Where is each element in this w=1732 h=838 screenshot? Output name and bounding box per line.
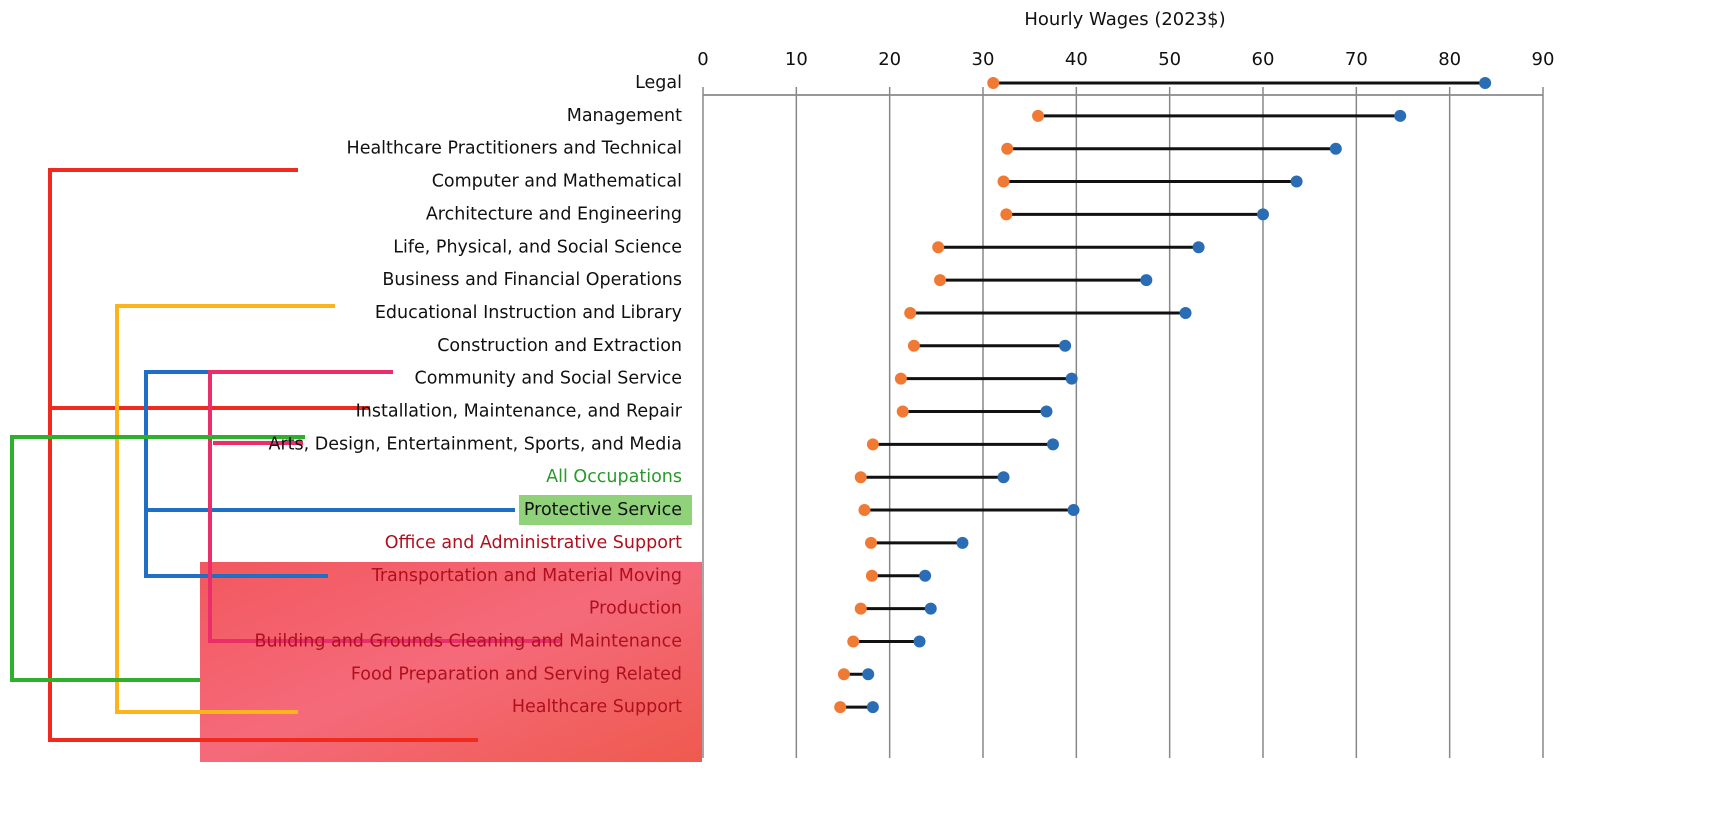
x-tick-label: 70 — [1345, 49, 1368, 70]
dot — [956, 536, 969, 549]
category-label: Food Preparation and Serving Related — [351, 664, 682, 684]
dot — [924, 602, 937, 615]
dot — [847, 635, 860, 648]
category-label: Community and Social Service — [415, 369, 682, 389]
dot — [894, 372, 907, 385]
dot — [987, 77, 1000, 89]
bracket-yellow — [115, 304, 335, 714]
category-label: Computer and Mathematical — [432, 172, 682, 192]
dot — [862, 668, 875, 681]
dot — [896, 405, 909, 418]
category-label: Educational Instruction and Library — [375, 303, 682, 323]
bracket-pink — [208, 370, 560, 643]
x-tick-label: 50 — [1158, 49, 1181, 70]
x-tick-label: 90 — [1532, 49, 1555, 70]
bracket-green — [10, 435, 305, 682]
dot — [1001, 142, 1014, 155]
highlight-all — [519, 495, 692, 525]
dot — [837, 668, 850, 681]
category-label: All Occupations — [546, 467, 682, 487]
dot — [865, 569, 878, 582]
dot — [932, 241, 945, 254]
category-label: Legal — [635, 73, 682, 93]
dot — [1032, 109, 1045, 122]
dot — [1047, 438, 1059, 451]
x-tick-label: 10 — [785, 49, 808, 70]
dot — [1192, 241, 1205, 254]
x-tick-label: 20 — [878, 49, 901, 70]
dot — [865, 536, 877, 549]
category-label: Healthcare Practitioners and Technical — [347, 139, 682, 159]
category-label: Life, Physical, and Social Science — [393, 237, 682, 257]
category-label: Protective Service — [524, 500, 682, 520]
category-label: Healthcare Support — [512, 697, 682, 717]
category-label: Production — [589, 599, 682, 619]
x-tick-label: 0 — [697, 49, 708, 70]
category-label: Building and Grounds Cleaning and Mainte… — [254, 631, 682, 651]
dot — [1059, 339, 1072, 352]
x-tick-label: 80 — [1438, 49, 1461, 70]
dot — [1329, 142, 1342, 155]
dot — [934, 274, 947, 287]
category-label: Management — [567, 106, 682, 126]
bracket-blue — [144, 370, 515, 578]
category-label: Installation, Maintenance, and Repair — [356, 402, 683, 422]
category-label: Office and Administrative Support — [385, 533, 682, 553]
category-label: Arts, Design, Entertainment, Sports, and… — [269, 434, 683, 454]
dot — [1040, 405, 1053, 418]
category-label: Transportation and Material Moving — [371, 566, 682, 586]
highlight-low-wage — [200, 562, 702, 762]
dot — [1065, 372, 1078, 385]
dot — [919, 569, 932, 582]
dot — [913, 635, 926, 648]
category-label: Construction and Extraction — [437, 336, 682, 356]
dot — [858, 504, 871, 517]
dot — [1394, 109, 1407, 122]
dot — [854, 602, 867, 615]
dot — [907, 339, 920, 352]
dot — [1479, 77, 1492, 89]
dot — [866, 438, 879, 451]
dot — [997, 471, 1010, 484]
x-tick-label: 60 — [1252, 49, 1275, 70]
category-label: Architecture and Engineering — [426, 204, 682, 224]
dot — [904, 306, 917, 319]
dot — [854, 471, 867, 484]
dot — [1179, 306, 1192, 319]
chart-title: Hourly Wages (2023$) — [1024, 9, 1225, 30]
dot — [1000, 208, 1013, 221]
x-tick-label: 40 — [1065, 49, 1088, 70]
dot — [1067, 504, 1080, 517]
category-label: Business and Financial Operations — [382, 270, 682, 290]
dot — [866, 701, 879, 714]
dot — [997, 175, 1010, 188]
dot — [834, 701, 847, 714]
brackets — [10, 168, 560, 742]
dot — [1290, 175, 1303, 188]
dot — [1257, 208, 1269, 221]
x-tick-label: 30 — [972, 49, 995, 70]
dot — [1140, 274, 1153, 287]
